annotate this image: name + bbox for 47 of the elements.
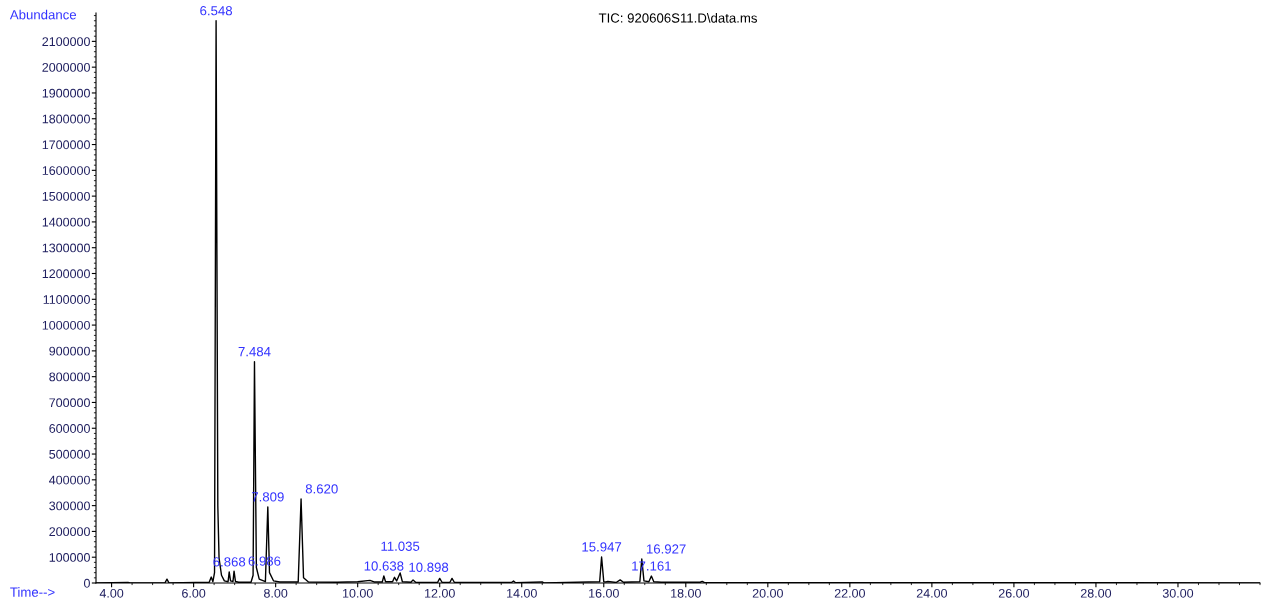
y-tick-label: 1500000 <box>42 191 90 201</box>
annotation: 10.898 <box>409 562 449 572</box>
y-tick-label: 1000000 <box>42 320 90 330</box>
y-tick-label: 100000 <box>49 553 90 562</box>
y-tick-label: 0 <box>83 578 90 588</box>
y-tick-label: 1600000 <box>42 166 90 175</box>
y-tick-label: 600000 <box>49 424 90 433</box>
x-tick-label: 4.00 <box>99 588 124 598</box>
x-tick-label: 14.00 <box>507 588 537 598</box>
annotation: 6.548 <box>200 6 233 16</box>
y-tick-label: 700000 <box>49 398 90 408</box>
x-tick-label: 22.00 <box>834 588 865 598</box>
y-tick-label: 300000 <box>49 501 90 511</box>
x-tick-label: 8.00 <box>264 588 288 598</box>
y-tick-label: 1400000 <box>42 217 90 227</box>
x-tick-label: 30.00 <box>1162 588 1194 598</box>
y-tick-label: 1900000 <box>42 88 90 98</box>
annotation: 7.484 <box>238 346 271 357</box>
x-tick-label: 10.00 <box>342 588 373 598</box>
chart-title: TIC: 920606S11.D\data.ms <box>598 13 757 23</box>
y-tick-label: 1300000 <box>42 243 90 253</box>
x-tick-label: 26.00 <box>998 588 1030 598</box>
x-tick-label: 6.00 <box>182 588 206 598</box>
y-tick-label: 2000000 <box>42 62 90 72</box>
y-tick-label: 1100000 <box>43 295 90 304</box>
annotation: 15.947 <box>582 542 622 552</box>
x-tick-label: 16.00 <box>589 588 619 598</box>
x-tick-label: 20.00 <box>752 588 783 598</box>
x-axis-title: Time--> <box>10 587 55 597</box>
annotation: 8.620 <box>305 484 338 494</box>
y-tick-label: 2100000 <box>42 37 90 47</box>
y-tick-label: 1200000 <box>42 269 90 279</box>
annotation: 11.035 <box>381 541 420 551</box>
y-tick-label: 500000 <box>49 449 90 459</box>
x-tick-label: 12.00 <box>425 588 455 598</box>
y-tick-label: 1800000 <box>42 114 90 124</box>
y-tick-label: 800000 <box>49 372 90 382</box>
y-tick-label: 900000 <box>49 346 90 356</box>
y-tick-label: 400000 <box>49 475 90 485</box>
annotation: 10.638 <box>364 561 404 571</box>
y-axis-title: Abundance <box>9 9 77 20</box>
y-tick-label: 200000 <box>49 527 90 537</box>
x-tick-label: 24.00 <box>916 588 948 598</box>
y-tick-label: 1700000 <box>42 140 90 150</box>
x-tick-label: 18.00 <box>671 588 701 598</box>
annotation: 16.927 <box>646 544 686 554</box>
x-tick-label: 28.00 <box>1080 588 1112 598</box>
